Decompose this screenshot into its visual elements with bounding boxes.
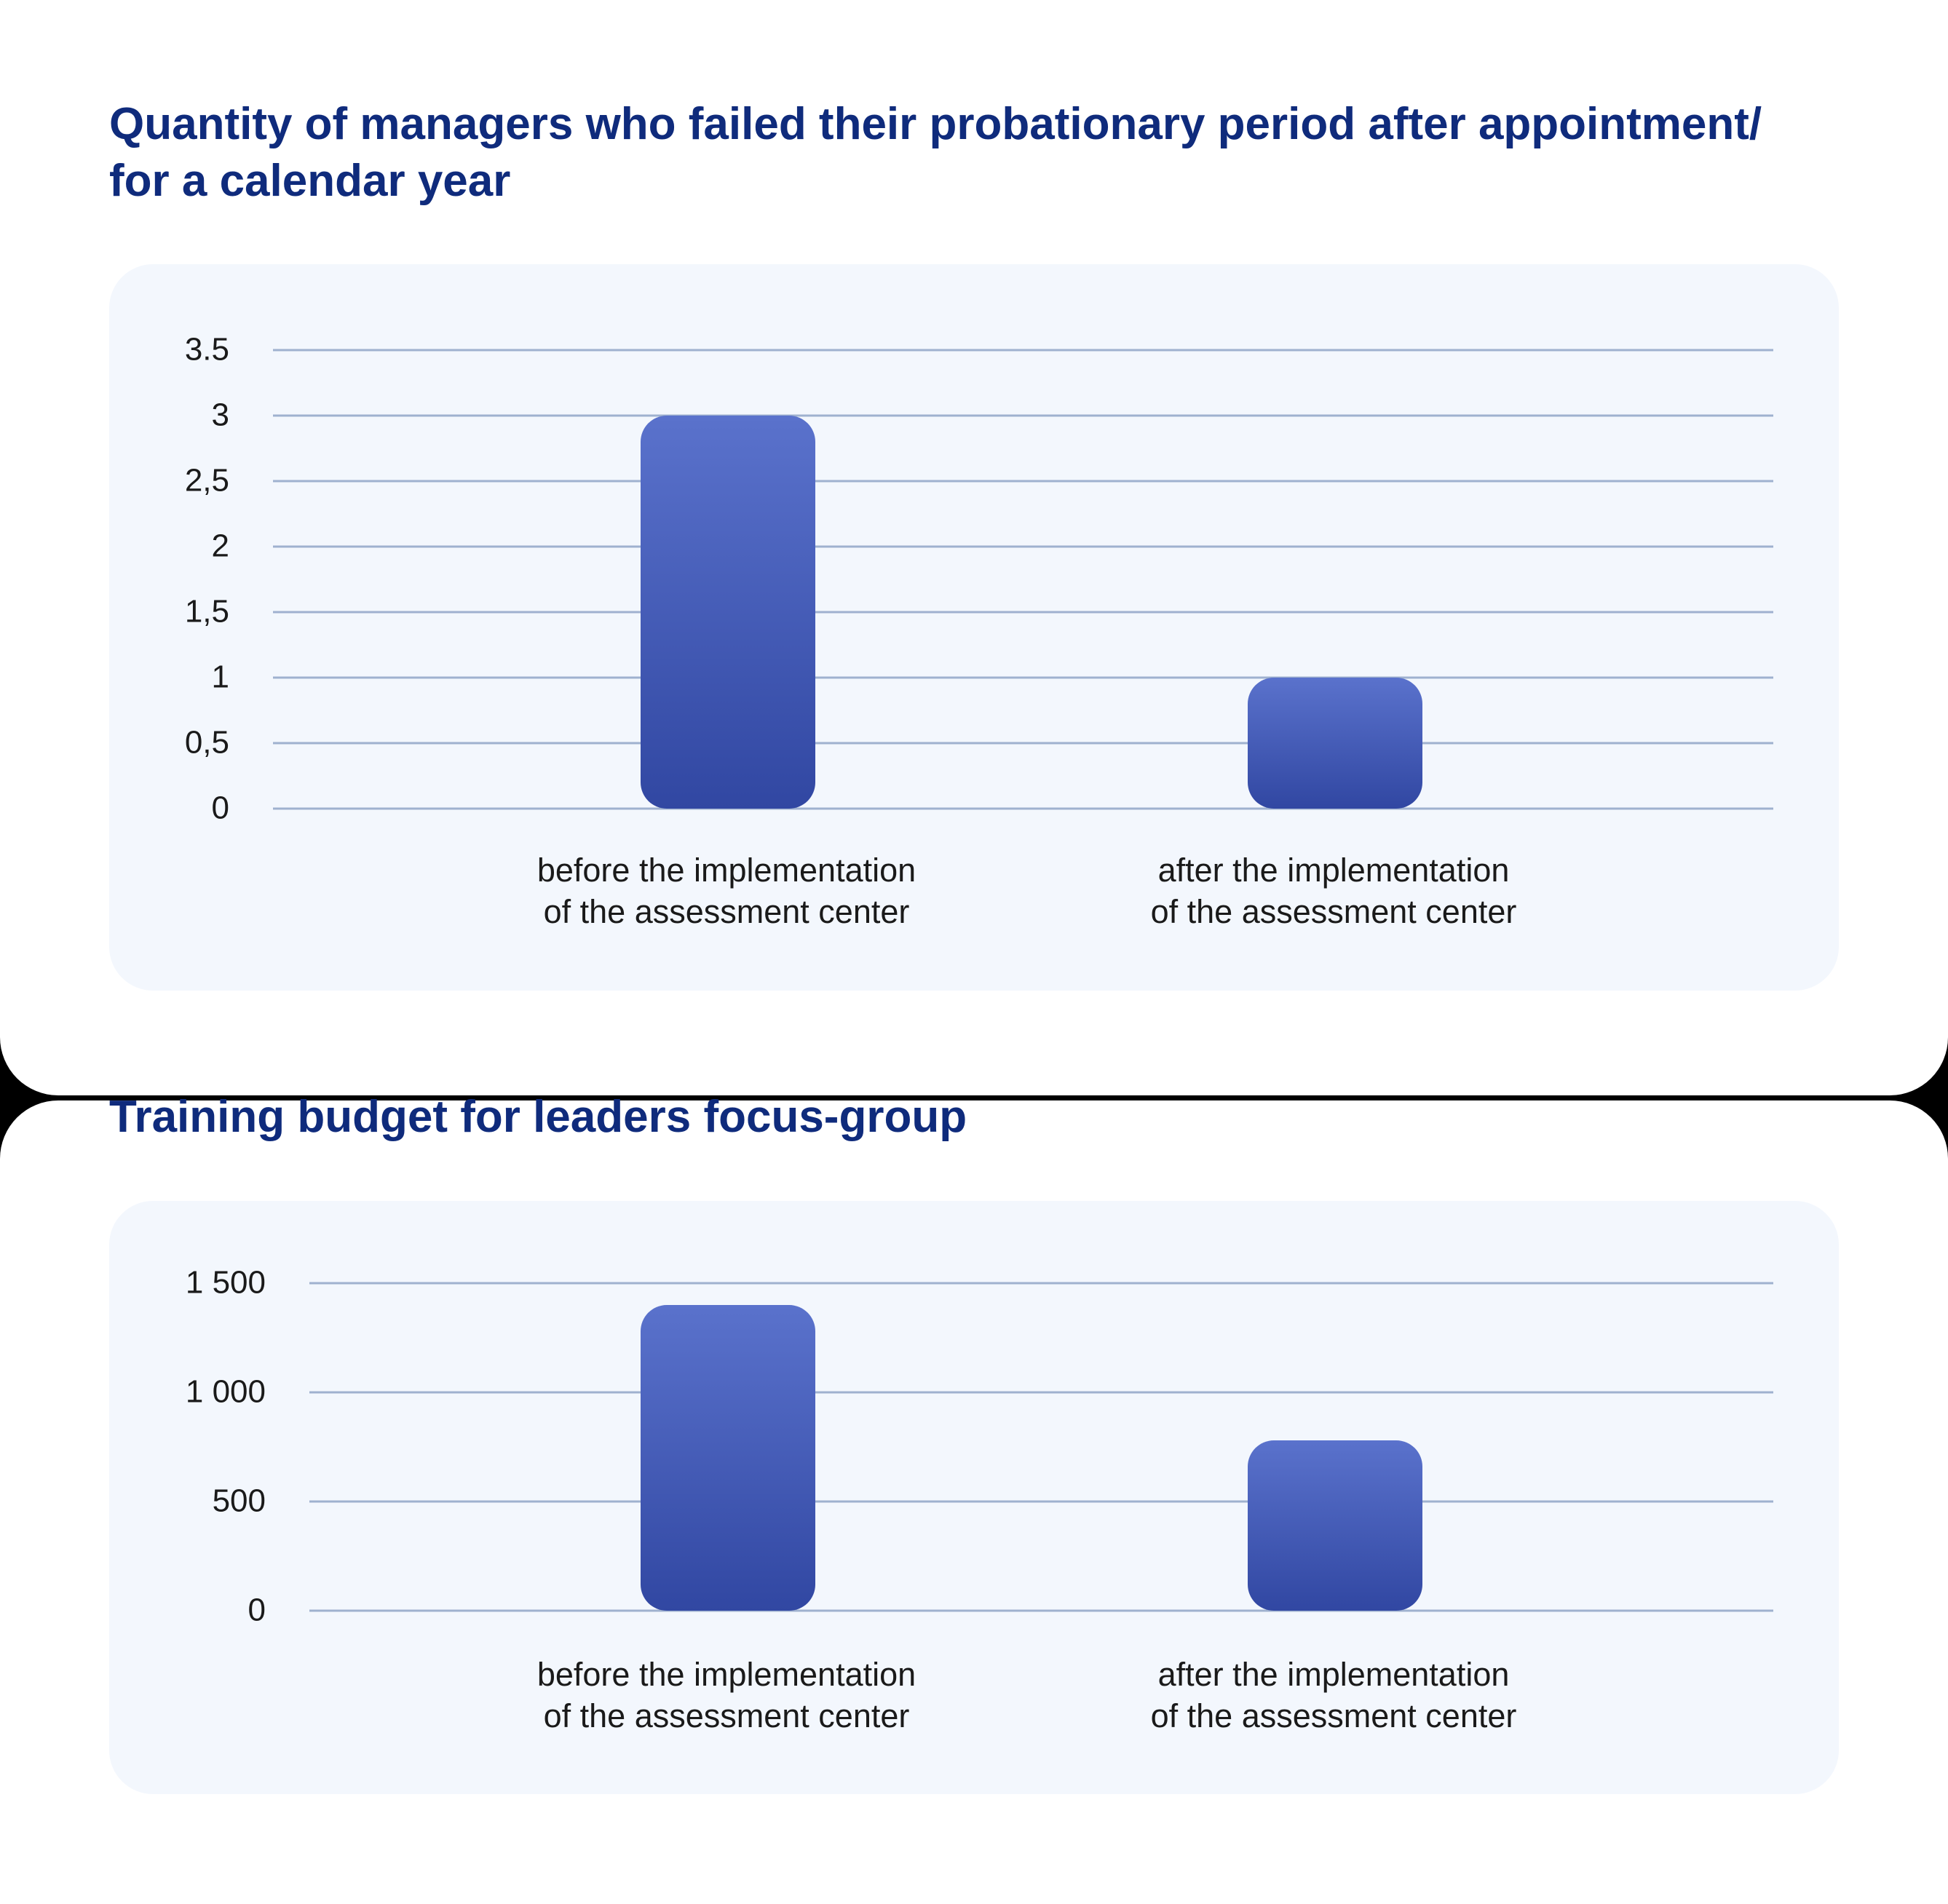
y-tick-label: 500 — [213, 1483, 266, 1519]
chart-2-svg: 0 500 1 000 1 500 before the implementation o… — [186, 1265, 1773, 1734]
y-tick-label: 1,5 — [185, 594, 229, 630]
bar-after — [1248, 1440, 1422, 1611]
y-tick-label: 0 — [248, 1592, 266, 1628]
x-category-label: after the implementation of the assessmen… — [1151, 852, 1517, 930]
y-tick-label: 3.5 — [185, 332, 229, 368]
y-tick-label: 2 — [212, 528, 229, 564]
y-tick-label: 1 500 — [186, 1265, 266, 1301]
chart-2-title: Training budget for leaders focus-group — [109, 1092, 967, 1142]
x-category-label: after the implementation of the assessmen… — [1151, 1656, 1517, 1734]
y-tick-label: 1 000 — [186, 1374, 266, 1410]
y-tick-label: 0 — [212, 790, 229, 826]
top-card: Quantity of managers who failed their pr… — [0, 0, 1948, 1095]
y-tick-label: 2,5 — [185, 463, 229, 499]
chart-1-panel: 0 0,5 1 1,5 2 2,5 3 3.5 before the implementatio… — [109, 264, 1839, 991]
bar-after — [1248, 678, 1422, 809]
chart-1-title: Quantity of managers who failed their pr… — [109, 99, 1762, 206]
chart-2-panel: 0 500 1 000 1 500 before the implementation o… — [109, 1201, 1839, 1794]
y-tick-label: 1 — [212, 659, 229, 695]
x-category-label: before the implementation of the assessme… — [537, 852, 916, 930]
x-category-label: before the implementation of the assessme… — [537, 1656, 916, 1734]
bar-before — [641, 416, 815, 809]
y-tick-label: 0,5 — [185, 725, 229, 761]
chart-1-svg: 0 0,5 1 1,5 2 2,5 3 3.5 before the implementatio… — [185, 332, 1773, 930]
y-tick-label: 3 — [212, 397, 229, 433]
bar-before — [641, 1305, 815, 1611]
